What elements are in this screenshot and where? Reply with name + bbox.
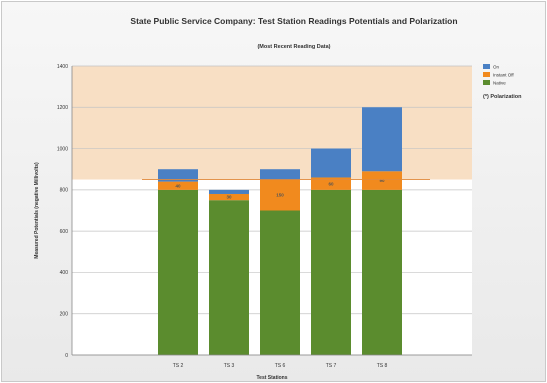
chart-subtitle: (Most Recent Reading Data) [257,44,330,50]
bar-segment [209,200,249,355]
x-tick-label: TS 7 [326,363,337,369]
legend-swatch [483,72,490,77]
y-tick-label: 200 [60,312,69,318]
bar-segment [158,169,198,182]
x-tick-label: TS 2 [173,363,184,369]
y-tick-label: 1000 [57,146,68,152]
bar-segment [260,179,300,211]
polarization-label: 30 [226,195,232,200]
legend-swatch [483,80,490,85]
bars [158,107,402,355]
y-tick-label: 0 [65,353,68,359]
y-tick-label: 400 [60,270,69,276]
bar-segment [260,210,300,355]
x-axis-label: Test Stations [256,375,287,381]
bar-segment [311,189,351,355]
legend-label: Native [493,80,506,85]
y-tick-label: 600 [60,229,69,235]
x-tick-label: TS 8 [377,363,388,369]
bar-segment [158,181,198,190]
bar-segment [362,189,402,355]
legend: On Instant Off Native [483,64,514,85]
y-tick-label: 1400 [57,64,68,70]
data-labels: 40 30 150 60 90 [175,178,385,200]
bar-segment [158,189,198,355]
bar-segment [311,148,351,178]
legend-swatch [483,64,490,69]
polarization-label: 40 [175,183,181,188]
chart-title: State Public Service Company: Test Stati… [130,16,457,26]
bar-segment [362,107,402,172]
polarization-note: (*) Polarization [483,94,522,100]
x-tick-label: TS 6 [275,363,286,369]
bar-segment [260,169,300,180]
bar-segment [362,171,402,190]
bar-segment [311,177,351,190]
y-tick-label: 1200 [57,105,68,111]
bar-segment [209,193,249,201]
axes [71,66,472,356]
polarization-label: 90 [379,178,385,183]
polarization-label: 150 [276,193,284,198]
polarization-label: 60 [328,181,334,186]
legend-label: On [493,64,500,69]
y-axis-label: Measured Potentials (negative Millivolts… [34,162,40,259]
legend-label: Instant Off [493,72,514,77]
shaded-band [72,66,472,180]
bar-segment [209,189,249,194]
x-tick-labels: TS 2 TS 3 TS 6 TS 7 TS 8 [173,363,388,369]
y-tick-label: 800 [60,188,69,194]
y-tick-labels: 0 200 400 600 800 1000 1200 1400 [57,64,68,359]
x-tick-label: TS 3 [224,363,235,369]
